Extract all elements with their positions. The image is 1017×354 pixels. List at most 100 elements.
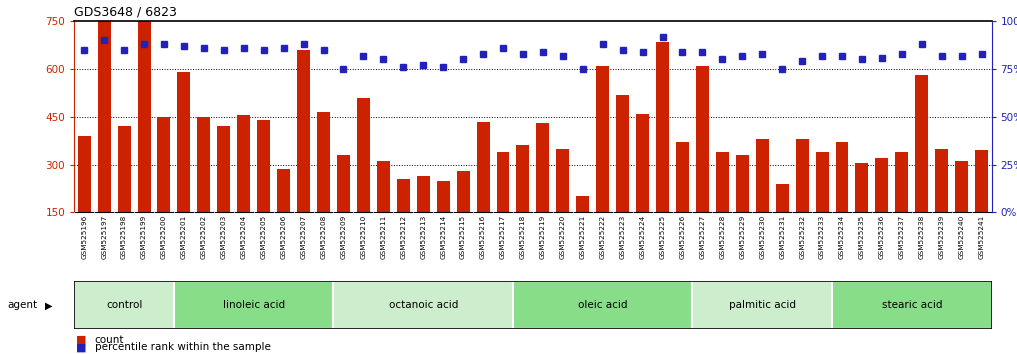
Bar: [496, 152, 510, 260]
Bar: [417, 176, 430, 260]
Text: GSM525212: GSM525212: [401, 215, 406, 259]
Bar: [836, 142, 848, 260]
Bar: [776, 184, 788, 260]
Bar: [915, 75, 929, 260]
Text: GSM525225: GSM525225: [660, 215, 665, 259]
Bar: [936, 149, 948, 260]
Bar: [158, 117, 171, 260]
Bar: [795, 139, 809, 260]
Text: count: count: [95, 335, 124, 345]
Text: GSM525207: GSM525207: [301, 215, 306, 259]
Text: GSM525204: GSM525204: [241, 215, 247, 259]
Bar: [457, 171, 470, 260]
Text: GSM525211: GSM525211: [380, 215, 386, 259]
Bar: [357, 98, 370, 260]
Bar: [477, 122, 489, 260]
Text: GSM525215: GSM525215: [460, 215, 466, 259]
Bar: [975, 150, 989, 260]
Text: GSM525214: GSM525214: [440, 215, 446, 259]
Text: GSM525220: GSM525220: [559, 215, 565, 259]
Bar: [955, 161, 968, 260]
Text: control: control: [106, 300, 142, 310]
Bar: [513, 281, 693, 329]
Bar: [278, 170, 290, 260]
Text: GSM525235: GSM525235: [859, 215, 864, 259]
Text: GSM525196: GSM525196: [81, 215, 87, 259]
Text: ■: ■: [76, 342, 86, 352]
Text: agent: agent: [7, 300, 38, 310]
Text: GSM525213: GSM525213: [420, 215, 426, 259]
Bar: [536, 123, 549, 260]
Bar: [436, 181, 450, 260]
Bar: [137, 21, 151, 260]
Text: percentile rank within the sample: percentile rank within the sample: [95, 342, 271, 352]
Bar: [77, 136, 91, 260]
Text: GSM525197: GSM525197: [101, 215, 107, 259]
Text: GSM525238: GSM525238: [918, 215, 924, 259]
Text: GSM525218: GSM525218: [520, 215, 526, 259]
Text: GSM525209: GSM525209: [341, 215, 347, 259]
Text: octanoic acid: octanoic acid: [388, 300, 458, 310]
Text: GSM525228: GSM525228: [719, 215, 725, 259]
Text: GSM525219: GSM525219: [540, 215, 546, 259]
Text: GSM525224: GSM525224: [640, 215, 646, 259]
Text: GSM525226: GSM525226: [679, 215, 685, 259]
Bar: [855, 163, 869, 260]
Bar: [297, 50, 310, 260]
Bar: [596, 66, 609, 260]
Bar: [257, 120, 271, 260]
Text: GSM525208: GSM525208: [320, 215, 326, 259]
Text: GSM525229: GSM525229: [739, 215, 745, 259]
Bar: [556, 149, 570, 260]
Text: GSM525236: GSM525236: [879, 215, 885, 259]
Bar: [616, 95, 630, 260]
Bar: [656, 42, 669, 260]
Bar: [218, 126, 230, 260]
Bar: [756, 139, 769, 260]
Text: GSM525231: GSM525231: [779, 215, 785, 259]
Bar: [876, 158, 889, 260]
Bar: [676, 142, 689, 260]
Bar: [397, 179, 410, 260]
Text: GSM525237: GSM525237: [899, 215, 905, 259]
Bar: [693, 281, 832, 329]
Text: GSM525227: GSM525227: [700, 215, 706, 259]
Text: GSM525241: GSM525241: [978, 215, 984, 259]
Text: GSM525201: GSM525201: [181, 215, 187, 259]
Text: GSM525203: GSM525203: [221, 215, 227, 259]
Bar: [118, 126, 130, 260]
Bar: [174, 281, 334, 329]
Bar: [377, 161, 390, 260]
Text: GSM525221: GSM525221: [580, 215, 586, 259]
Text: GSM525233: GSM525233: [819, 215, 825, 259]
Text: GSM525217: GSM525217: [500, 215, 506, 259]
Text: GSM525210: GSM525210: [360, 215, 366, 259]
Text: GSM525205: GSM525205: [260, 215, 266, 259]
Bar: [337, 155, 350, 260]
Text: GSM525206: GSM525206: [281, 215, 287, 259]
Text: GSM525222: GSM525222: [600, 215, 606, 259]
Bar: [716, 152, 729, 260]
Text: ■: ■: [76, 335, 86, 345]
Bar: [696, 66, 709, 260]
Bar: [517, 145, 530, 260]
Bar: [895, 152, 908, 260]
Text: GSM525198: GSM525198: [121, 215, 127, 259]
Bar: [832, 281, 992, 329]
Text: GSM525223: GSM525223: [619, 215, 625, 259]
Bar: [177, 72, 190, 260]
Bar: [736, 155, 749, 260]
Text: GSM525240: GSM525240: [959, 215, 965, 259]
Text: stearic acid: stearic acid: [882, 300, 942, 310]
Bar: [98, 21, 111, 260]
Text: GSM525202: GSM525202: [201, 215, 206, 259]
Text: oleic acid: oleic acid: [578, 300, 627, 310]
Text: GDS3648 / 6823: GDS3648 / 6823: [74, 6, 177, 19]
Bar: [197, 117, 211, 260]
Text: ▶: ▶: [45, 300, 52, 310]
Text: GSM525200: GSM525200: [161, 215, 167, 259]
Text: GSM525199: GSM525199: [141, 215, 147, 259]
Text: GSM525232: GSM525232: [799, 215, 805, 259]
Bar: [334, 281, 513, 329]
Text: GSM525239: GSM525239: [939, 215, 945, 259]
